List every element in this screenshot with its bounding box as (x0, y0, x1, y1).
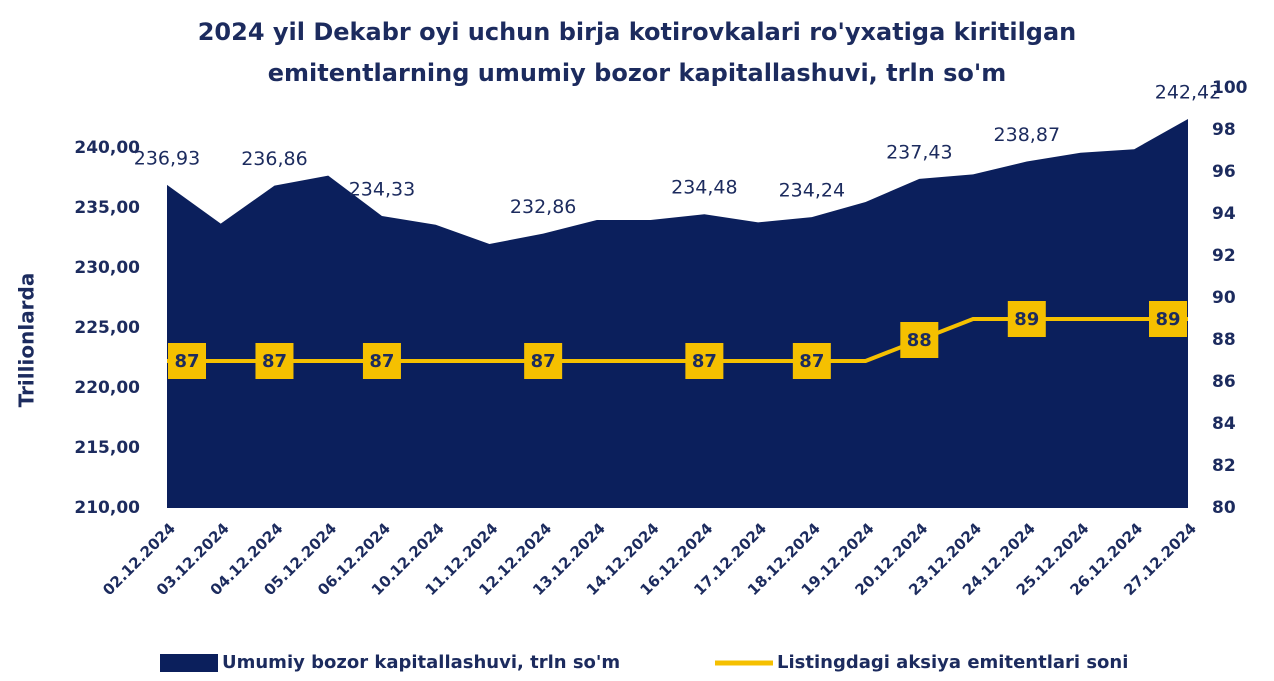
x-tick-label: 24.12.2024 (959, 519, 1039, 599)
y2-tick-label: 86 (1212, 372, 1236, 392)
y2-tick-label: 94 (1212, 204, 1236, 224)
x-tick-label: 10.12.2024 (368, 519, 448, 599)
y2-tick-label: 90 (1212, 288, 1236, 308)
x-tick-label: 02.12.2024 (99, 519, 179, 599)
data-label: 236,93 (134, 147, 200, 169)
data-label-box (524, 343, 563, 379)
x-tick-label: 16.12.2024 (637, 519, 717, 599)
y2-tick-label: 96 (1212, 162, 1236, 182)
data-label: 242,42 (1155, 81, 1221, 103)
x-tick-label: 27.12.2024 (1120, 519, 1200, 599)
y2-tick-label: 80 (1212, 498, 1236, 518)
data-label: 89 (1155, 309, 1180, 330)
x-tick-label: 25.12.2024 (1013, 519, 1093, 599)
data-label-box (685, 343, 724, 379)
data-label: 238,87 (994, 124, 1060, 146)
x-tick-label: 26.12.2024 (1066, 519, 1146, 599)
legend-label: Umumiy bozor kapitallashuvi, trln so'm (222, 652, 620, 673)
data-label: 87 (369, 351, 394, 372)
data-label-box (900, 322, 939, 358)
data-label: 87 (262, 351, 287, 372)
y-tick-label: 220,00 (74, 378, 140, 398)
data-label: 87 (531, 351, 556, 372)
x-tick-label: 04.12.2024 (207, 519, 287, 599)
legend-label: Listingdagi aksiya emitentlari soni (777, 652, 1128, 673)
line (167, 317, 1188, 363)
data-label: 87 (799, 351, 824, 372)
y-tick-label: 225,00 (74, 318, 140, 338)
y2-tick-label: 100 (1212, 78, 1248, 98)
y-tick-label: 240,00 (74, 138, 140, 158)
data-label: 87 (174, 351, 199, 372)
x-tick-label: 17.12.2024 (690, 519, 770, 599)
x-tick-label: 05.12.2024 (260, 519, 340, 599)
x-tick-label: 06.12.2024 (314, 519, 394, 599)
data-label-box (362, 343, 401, 379)
data-label-box (255, 343, 294, 379)
y2-tick-label: 82 (1212, 456, 1236, 476)
data-label-box (1007, 301, 1046, 337)
data-label: 88 (907, 330, 932, 351)
data-label-box (1149, 301, 1187, 337)
chart-title: 2024 yil Dekabr oyi uchun birja kotirovk… (197, 18, 1077, 87)
data-label-box (792, 343, 831, 379)
data-label: 232,86 (510, 196, 576, 218)
y-tick-label: 210,00 (74, 498, 140, 518)
x-tick-label: 18.12.2024 (744, 519, 824, 599)
x-tick-label: 20.12.2024 (851, 519, 931, 599)
y2-tick-label: 92 (1212, 246, 1236, 266)
area (167, 118, 1188, 509)
data-label: 87 (692, 351, 717, 372)
data-label: 234,24 (779, 180, 845, 202)
x-tick-label: 23.12.2024 (905, 519, 985, 599)
data-label: 234,33 (349, 179, 415, 201)
legend-swatch (160, 654, 218, 672)
x-tick-label: 13.12.2024 (529, 519, 609, 599)
y2-tick-label: 88 (1212, 330, 1236, 350)
data-label-box (168, 343, 206, 379)
y-tick-label: 235,00 (74, 198, 140, 218)
x-tick-label: 11.12.2024 (422, 519, 502, 599)
y-tick-label: 215,00 (74, 438, 140, 458)
data-label: 237,43 (886, 141, 952, 163)
data-label: 234,48 (671, 177, 737, 199)
data-label: 236,86 (241, 148, 307, 170)
y-axis-label: Trillionlarda (15, 273, 39, 408)
x-tick-label: 12.12.2024 (475, 519, 555, 599)
y-tick-label: 230,00 (74, 258, 140, 278)
data-label: 89 (1014, 309, 1039, 330)
x-tick-label: 19.12.2024 (798, 519, 878, 599)
x-tick-label: 14.12.2024 (583, 519, 663, 599)
x-tick-label: 03.12.2024 (153, 519, 233, 599)
y2-tick-label: 98 (1212, 120, 1236, 140)
y2-tick-label: 84 (1212, 414, 1236, 434)
